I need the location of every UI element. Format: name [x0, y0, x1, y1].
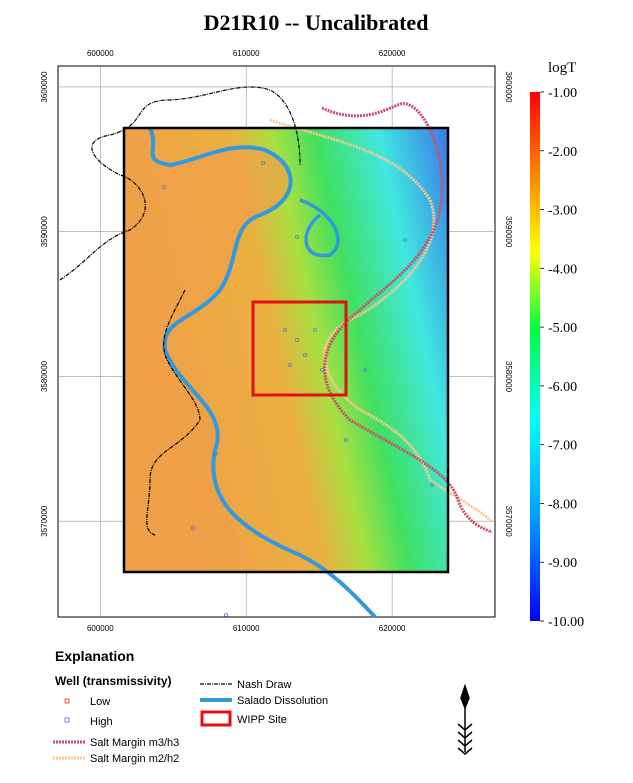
colorbar-tick-label: -5.00	[548, 321, 577, 336]
x-tick-label-top: 610000	[233, 49, 260, 58]
legend-nash: Nash Draw	[237, 679, 291, 691]
colorbar-tick-label: -8.00	[548, 497, 577, 512]
wells	[162, 161, 434, 617]
colorbar-tick-label: -3.00	[548, 204, 577, 219]
west-zone	[124, 128, 291, 572]
legend-wipp-icon	[200, 710, 232, 727]
y-tick-label-left: 3580000	[40, 360, 49, 392]
nash-draw	[59, 86, 301, 281]
y-tick-label-left: 3600000	[40, 71, 49, 103]
x-tick-label-bottom: 610000	[233, 624, 260, 633]
colorbar-tick-label: -9.00	[548, 556, 577, 571]
colorbar-tick-label: -1.00	[548, 86, 577, 101]
x-tick-label-bottom: 620000	[379, 624, 406, 633]
salt-margin-m3	[321, 102, 493, 534]
colorbar-ticks: -1.00 -2.00 -3.00 -4.00 -5.00 -6.00 -7.00 -8.00…	[540, 86, 584, 630]
colorbar-tick-label: -2.00	[548, 145, 577, 160]
colorbar-title: logT	[548, 60, 576, 76]
legend-wipp: WIPP Site	[237, 714, 287, 726]
wipp-site	[251, 300, 348, 397]
colorbar-tick-label: -7.00	[548, 439, 577, 454]
salado-dissolution	[148, 127, 377, 619]
y-tick-label-right: 3590000	[504, 216, 513, 248]
salado-dissolution	[299, 198, 340, 258]
colorbar-tick-label: -6.00	[548, 380, 577, 395]
legend-title: Explanation	[55, 648, 134, 664]
x-tick-label-top: 600000	[87, 49, 114, 58]
map-title: D21R10 -- Uncalibrated	[204, 10, 429, 35]
colorbar-tick-label: -10.00	[548, 615, 584, 630]
legend-m3: Salt Margin m3/h3	[90, 737, 179, 749]
north-arrow	[457, 683, 473, 755]
legend-salado: Salado Dissolution	[237, 695, 328, 707]
y-tick-label-right: 3580000	[504, 361, 513, 393]
legend-subtitle: Well (transmissivity)	[55, 674, 171, 688]
y-tick-label-right: 3570000	[504, 506, 513, 538]
x-tick-label-bottom: 600000	[87, 624, 114, 633]
legend-m2: Salt Margin m2/h2	[90, 753, 179, 765]
salt-margin-m2	[269, 118, 436, 481]
legend-high: High	[90, 716, 113, 728]
colorbar-tick-label: -4.00	[548, 262, 577, 277]
y-tick-label-left: 3570000	[40, 505, 49, 537]
legend-high-icon	[64, 717, 70, 723]
nash-draw	[146, 289, 201, 536]
x-tick-label-top: 620000	[379, 49, 406, 58]
salt-margin-m2	[429, 478, 494, 524]
legend-low-icon	[64, 698, 70, 704]
y-tick-label-right: 3600000	[504, 71, 513, 103]
legend-low: Low	[90, 696, 110, 708]
domain-border	[122, 126, 450, 574]
colorbar	[530, 92, 540, 621]
y-tick-label-left: 3590000	[40, 216, 49, 248]
